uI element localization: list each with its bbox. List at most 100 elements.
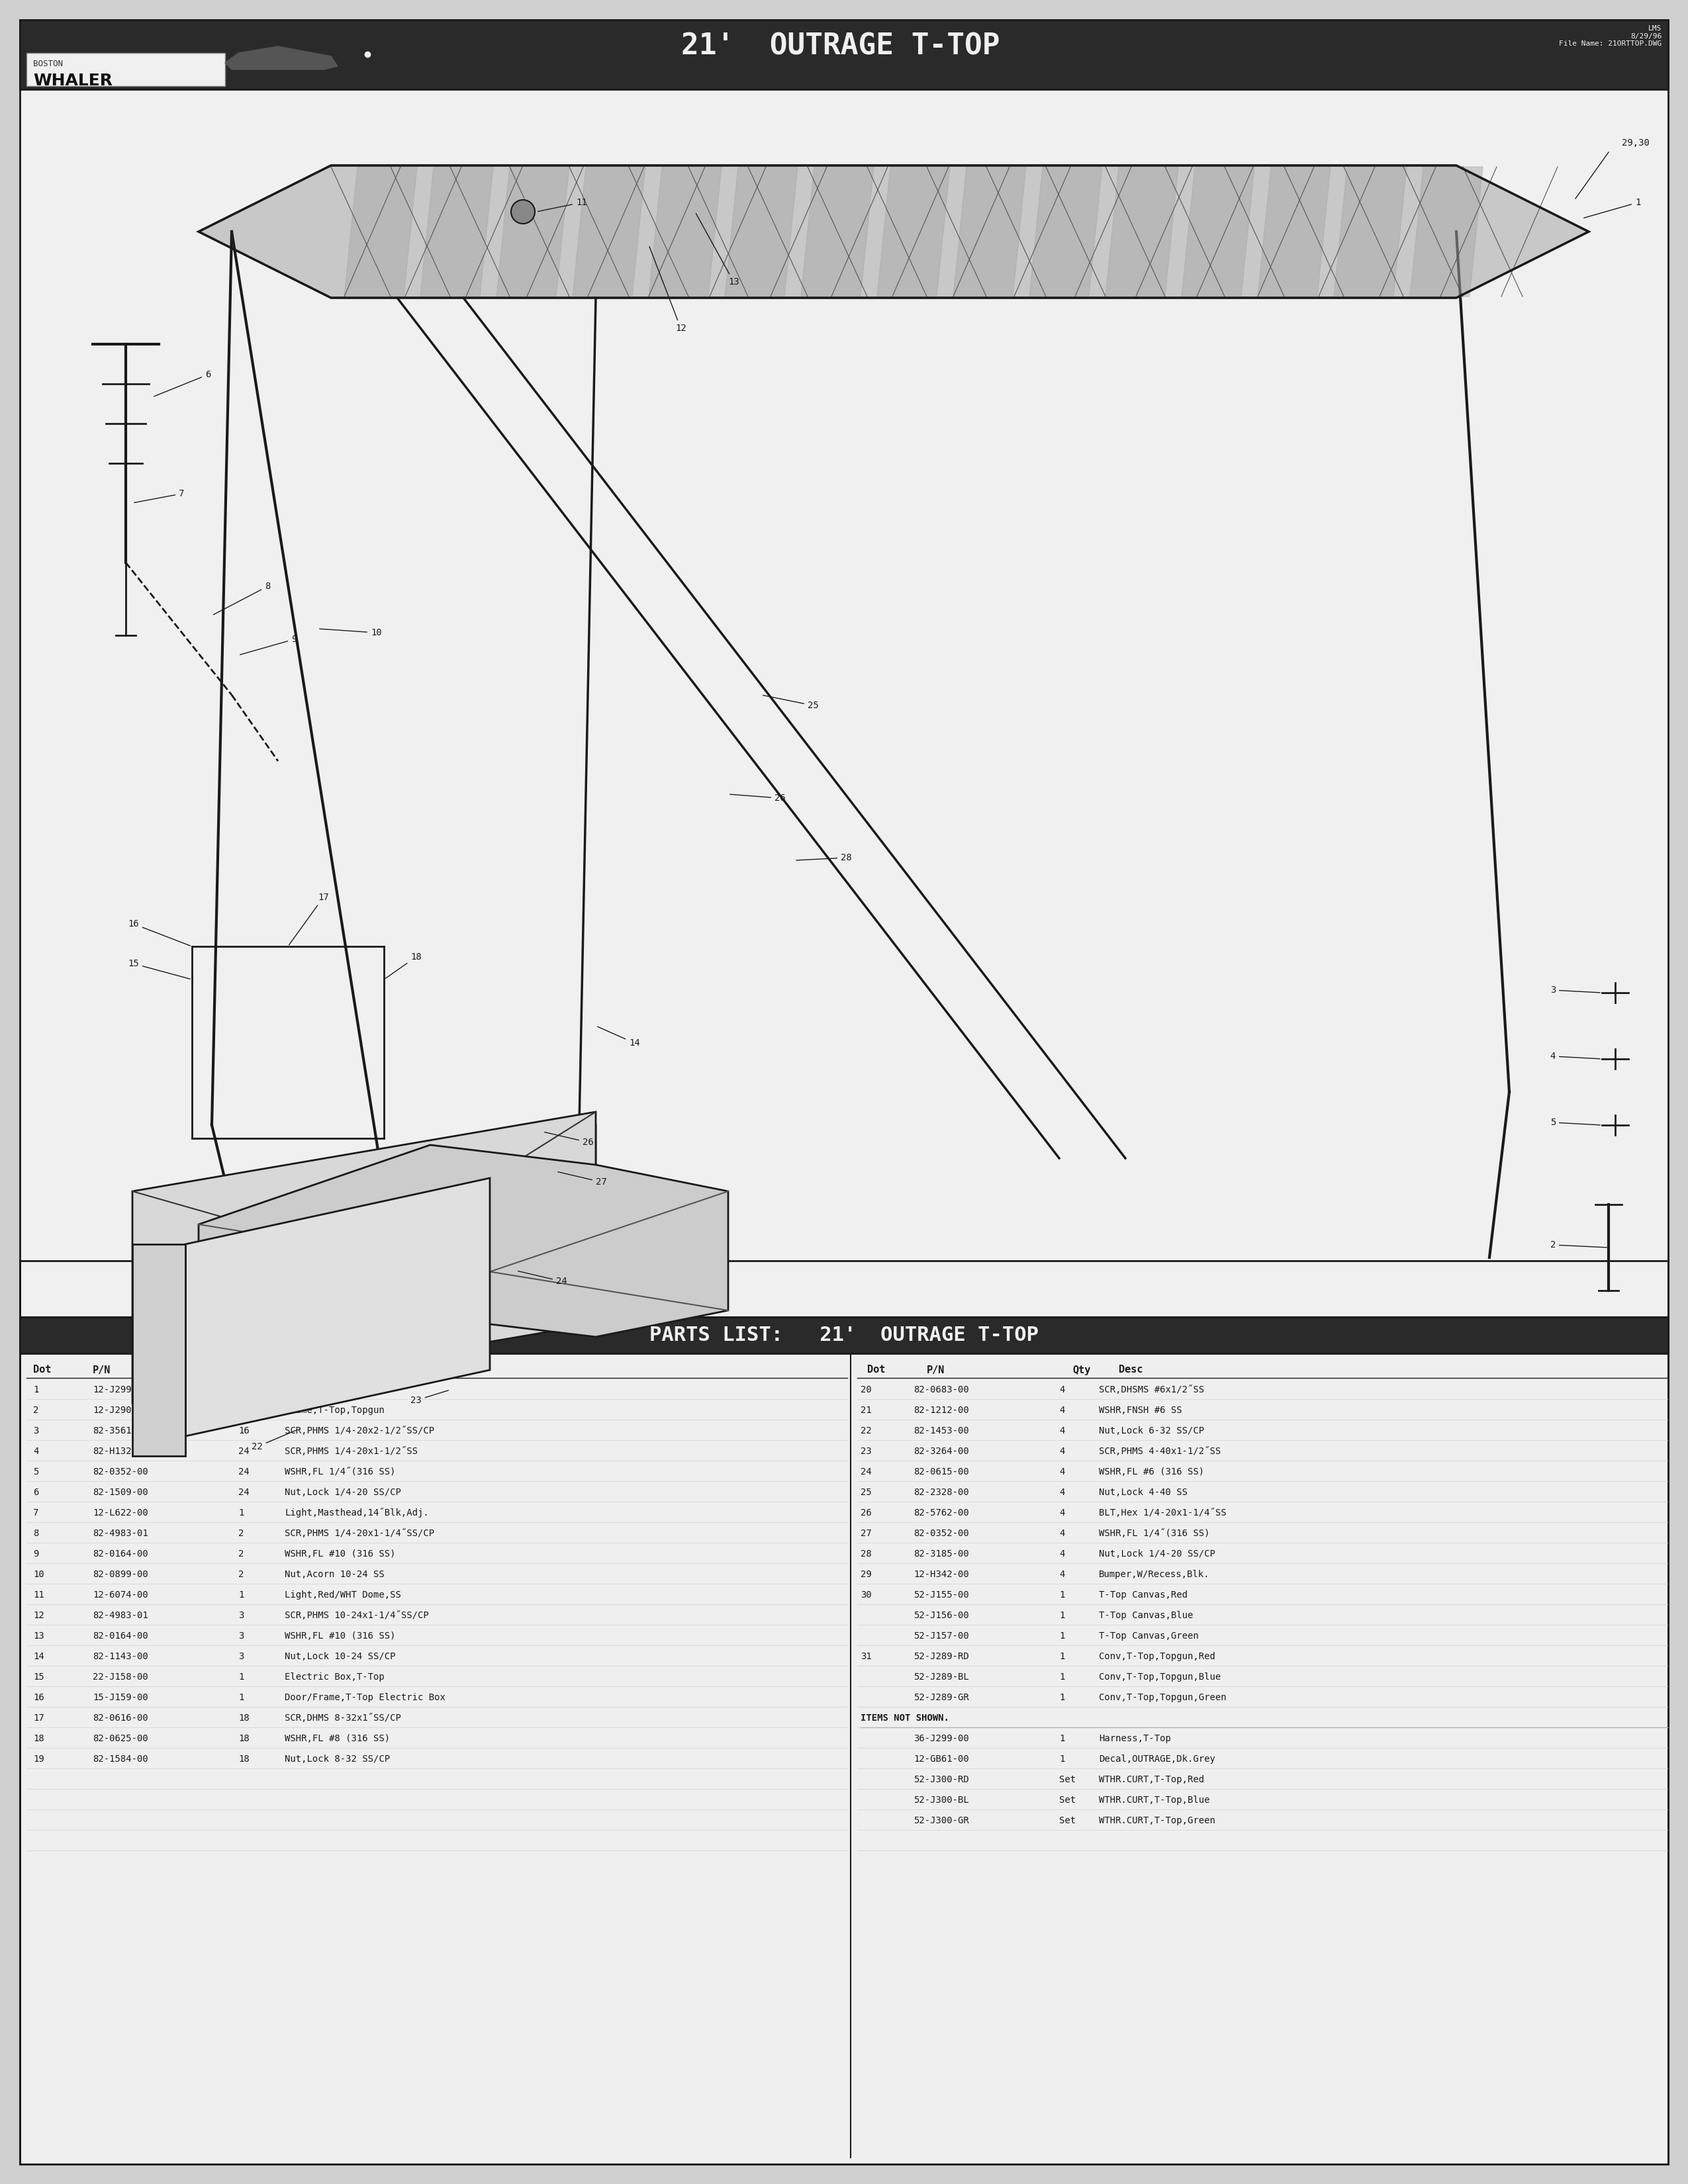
- Text: 4: 4: [1058, 1468, 1065, 1476]
- Text: 12-6074-00: 12-6074-00: [93, 1590, 149, 1599]
- Polygon shape: [802, 166, 874, 297]
- Text: 52-J156-00: 52-J156-00: [913, 1612, 969, 1621]
- Text: Light,Red/WHT Dome,SS: Light,Red/WHT Dome,SS: [285, 1590, 402, 1599]
- Text: 27: 27: [861, 1529, 871, 1538]
- Polygon shape: [420, 166, 493, 297]
- Text: 25: 25: [763, 695, 819, 710]
- Text: 82-0352-00: 82-0352-00: [913, 1529, 969, 1538]
- Text: 21: 21: [160, 1404, 223, 1424]
- Text: 1: 1: [238, 1590, 243, 1599]
- Text: T-Top Canvas,Red: T-Top Canvas,Red: [1099, 1590, 1188, 1599]
- Bar: [20, 1317, 1668, 2164]
- Text: 82-0164-00: 82-0164-00: [93, 1548, 149, 1559]
- Text: 52-J289-RD: 52-J289-RD: [913, 1651, 969, 1662]
- Text: SCR,PHMS 1/4-20x1-1/4˝SS/CP: SCR,PHMS 1/4-20x1-1/4˝SS/CP: [285, 1529, 434, 1538]
- Text: 4: 4: [1058, 1426, 1065, 1435]
- Text: 4: 4: [1058, 1446, 1065, 1457]
- Text: 22: 22: [252, 1431, 295, 1452]
- Text: Nut,Lock 6-32 SS/CP: Nut,Lock 6-32 SS/CP: [1099, 1426, 1204, 1435]
- Text: SCR,PHMS 1/4-20x2-1/2˝SS/CP: SCR,PHMS 1/4-20x2-1/2˝SS/CP: [285, 1426, 434, 1435]
- Text: Desc: Desc: [1119, 1365, 1143, 1376]
- Bar: [20, 1317, 1668, 1354]
- Text: 82-0352-00: 82-0352-00: [93, 1468, 149, 1476]
- Text: BLT,Hex 1/4-20x1-1/4˝SS: BLT,Hex 1/4-20x1-1/4˝SS: [1099, 1509, 1227, 1518]
- Text: 4: 4: [1058, 1406, 1065, 1415]
- Text: 26: 26: [729, 793, 785, 804]
- Text: Frame,T-Top,Topgun: Frame,T-Top,Topgun: [285, 1406, 385, 1415]
- Text: 16: 16: [238, 1426, 250, 1435]
- Text: 23: 23: [861, 1446, 871, 1457]
- Text: 52-J155-00: 52-J155-00: [913, 1590, 969, 1599]
- Text: 21'  OUTRAGE T-TOP: 21' OUTRAGE T-TOP: [682, 33, 999, 61]
- Text: 12: 12: [34, 1612, 44, 1621]
- Text: 82-H132-00: 82-H132-00: [93, 1446, 149, 1457]
- Text: 1: 1: [238, 1509, 243, 1518]
- Text: SCR,PHMS 1/4-20x1-1/2˝SS: SCR,PHMS 1/4-20x1-1/2˝SS: [285, 1446, 417, 1457]
- Text: 1: 1: [1058, 1631, 1065, 1640]
- Polygon shape: [1182, 166, 1254, 297]
- Text: WSHR,FL 1/4˝(316 SS): WSHR,FL 1/4˝(316 SS): [1099, 1529, 1210, 1538]
- Bar: [132, 1245, 186, 1457]
- Text: 52-J289-BL: 52-J289-BL: [913, 1673, 969, 1682]
- Text: 12: 12: [650, 247, 687, 332]
- Text: SCR,PHMS 4-40x1-1/2˝SS: SCR,PHMS 4-40x1-1/2˝SS: [1099, 1446, 1220, 1457]
- Text: 12-J299-00: 12-J299-00: [93, 1385, 149, 1393]
- Polygon shape: [165, 1125, 596, 1324]
- Bar: [20, 20, 1668, 90]
- Text: 13: 13: [34, 1631, 44, 1640]
- Text: WSHR,FL #10 (316 SS): WSHR,FL #10 (316 SS): [285, 1548, 395, 1559]
- Text: 12-J290-00: 12-J290-00: [93, 1406, 149, 1415]
- Text: 2: 2: [238, 1570, 243, 1579]
- Text: 4: 4: [1058, 1548, 1065, 1559]
- Circle shape: [511, 201, 535, 223]
- Text: 3: 3: [238, 1631, 243, 1640]
- Polygon shape: [132, 1112, 596, 1402]
- Text: 1: 1: [1058, 1651, 1065, 1662]
- Text: 4: 4: [1058, 1529, 1065, 1538]
- Text: 3: 3: [238, 1651, 243, 1662]
- Text: 4: 4: [1550, 1053, 1600, 1061]
- Text: 15-J159-00: 15-J159-00: [93, 1693, 149, 1701]
- Text: 22-J158-00: 22-J158-00: [93, 1673, 149, 1682]
- Text: SCR,DHMS 8-32x1˝SS/CP: SCR,DHMS 8-32x1˝SS/CP: [285, 1714, 402, 1723]
- Text: WHALER: WHALER: [34, 72, 113, 90]
- Text: 11: 11: [34, 1590, 44, 1599]
- Polygon shape: [1106, 166, 1178, 297]
- Text: 82-3561-00: 82-3561-00: [93, 1426, 149, 1435]
- Text: 4: 4: [1058, 1487, 1065, 1496]
- Text: Nut,Lock 10-24 SS/CP: Nut,Lock 10-24 SS/CP: [285, 1651, 395, 1662]
- Text: Dot: Dot: [34, 1365, 51, 1376]
- Text: 5: 5: [34, 1468, 39, 1476]
- Text: 4: 4: [1058, 1385, 1065, 1393]
- Text: WSHR,FNSH #6 SS: WSHR,FNSH #6 SS: [1099, 1406, 1182, 1415]
- Text: 18: 18: [385, 952, 422, 978]
- Text: 19: 19: [34, 1754, 44, 1765]
- Text: 28: 28: [861, 1548, 871, 1559]
- Text: 82-0625-00: 82-0625-00: [93, 1734, 149, 1743]
- Text: Nut,Lock 8-32 SS/CP: Nut,Lock 8-32 SS/CP: [285, 1754, 390, 1765]
- Text: 16: 16: [128, 919, 191, 946]
- Text: 17: 17: [34, 1714, 44, 1723]
- Text: Nut,Lock 4-40 SS: Nut,Lock 4-40 SS: [1099, 1487, 1188, 1496]
- Text: Nut,Lock 1/4-20 SS/CP: Nut,Lock 1/4-20 SS/CP: [1099, 1548, 1215, 1559]
- Text: 21: 21: [861, 1406, 871, 1415]
- Text: Electric Box,T-Top: Electric Box,T-Top: [285, 1673, 385, 1682]
- Text: 12-L622-00: 12-L622-00: [93, 1509, 149, 1518]
- Text: 18: 18: [34, 1734, 44, 1743]
- Text: SCR,PHMS 10-24x1-1/4˝SS/CP: SCR,PHMS 10-24x1-1/4˝SS/CP: [285, 1612, 429, 1621]
- Polygon shape: [199, 1144, 728, 1369]
- Text: SCR,DHSMS #6x1/2˝SS: SCR,DHSMS #6x1/2˝SS: [1099, 1385, 1204, 1393]
- Text: 4: 4: [34, 1446, 39, 1457]
- Text: 16: 16: [34, 1693, 44, 1701]
- Text: 82-4983-01: 82-4983-01: [93, 1612, 149, 1621]
- Text: 82-5762-00: 82-5762-00: [913, 1509, 969, 1518]
- Text: WSHR,FL 1/4˝(316 SS): WSHR,FL 1/4˝(316 SS): [285, 1468, 395, 1476]
- Text: 82-0616-00: 82-0616-00: [93, 1714, 149, 1723]
- Text: 1: 1: [1058, 1612, 1065, 1621]
- Text: 52-J300-GR: 52-J300-GR: [913, 1817, 969, 1826]
- Text: 82-0164-00: 82-0164-00: [93, 1631, 149, 1640]
- Text: 82-1143-00: 82-1143-00: [93, 1651, 149, 1662]
- Text: 24: 24: [861, 1468, 871, 1476]
- Text: 36-J299-00: 36-J299-00: [913, 1734, 969, 1743]
- Polygon shape: [1030, 166, 1102, 297]
